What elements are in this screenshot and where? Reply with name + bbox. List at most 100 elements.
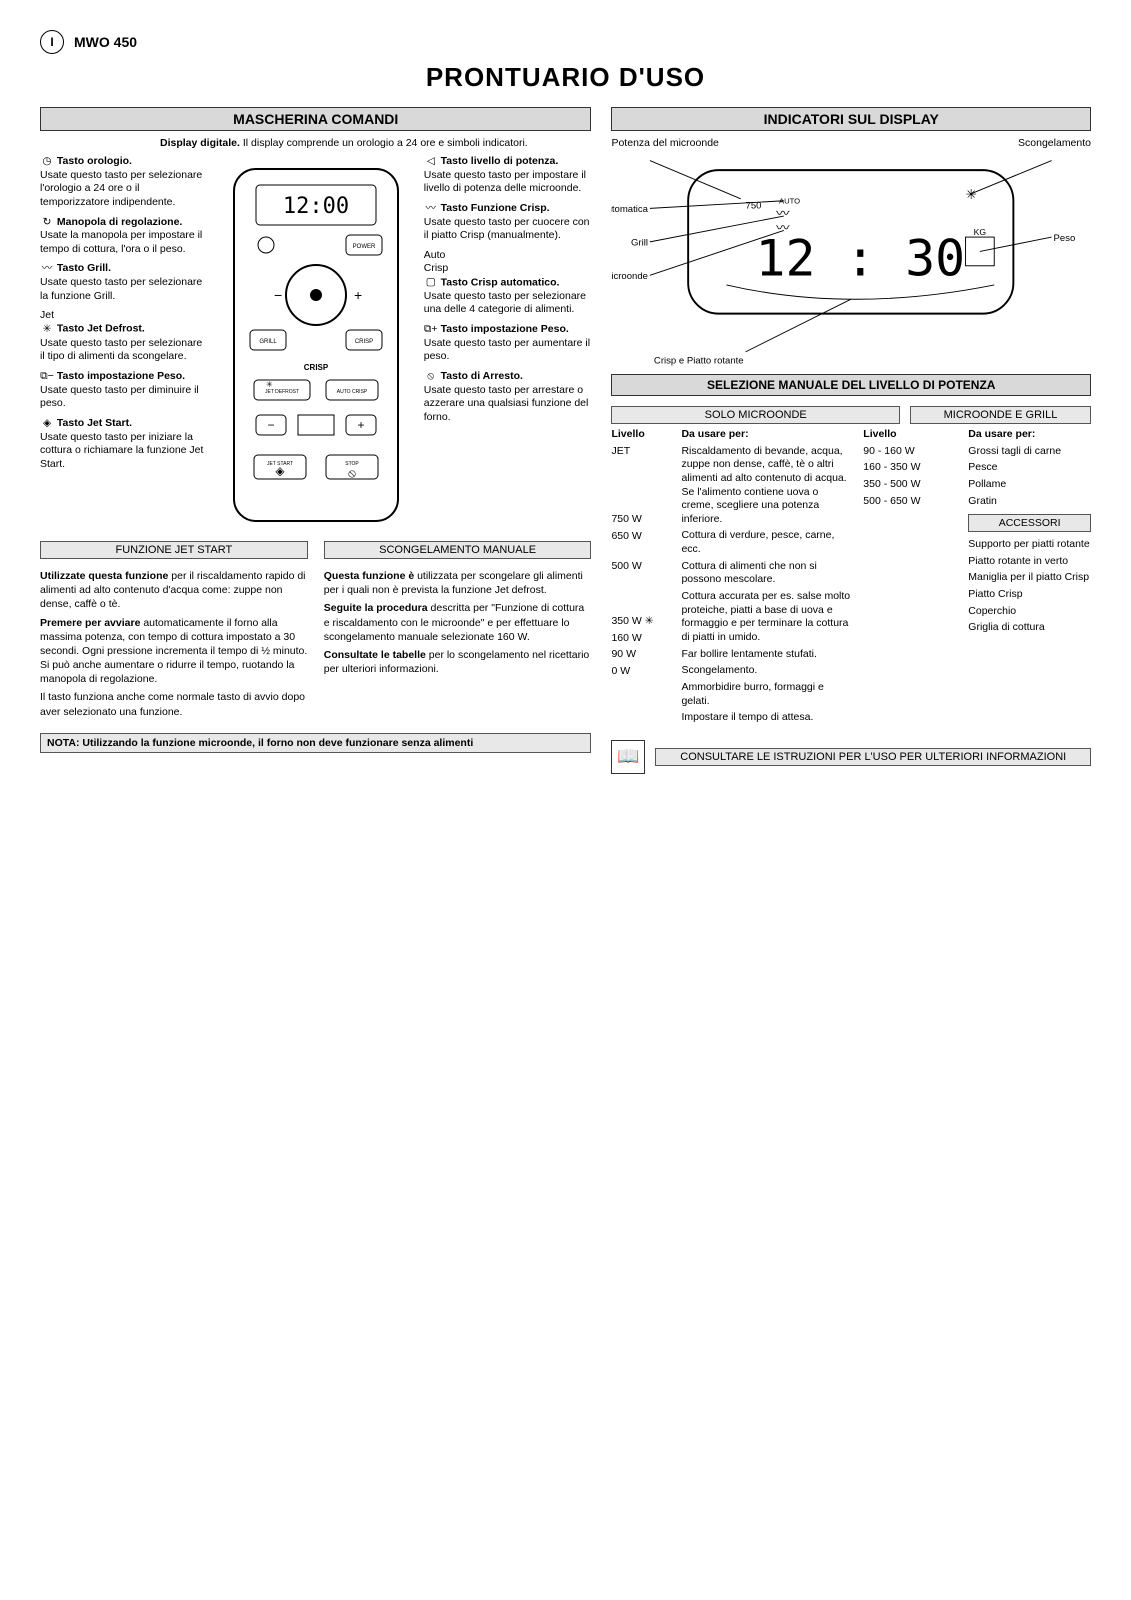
legend-icon: 〰	[40, 262, 54, 276]
power-desc: Far bollire lentamente stufati.	[681, 648, 853, 662]
svg-text:⦸: ⦸	[348, 466, 356, 480]
svg-text:KG: KG	[974, 227, 987, 237]
manual-defrost-bar: SCONGELAMENTO MANUALE	[324, 541, 592, 559]
power-table: Livello JET750 W650 W500 W350 W ✳160 W90…	[611, 428, 1091, 728]
power-level: 350 W ✳	[611, 615, 671, 629]
power-desc-grill: Pollame	[968, 478, 1091, 492]
svg-text:Grill: Grill	[631, 238, 648, 249]
manual-defrost-text: Questa funzione è utilizzata per scongel…	[324, 569, 592, 676]
svg-text:Microonde: Microonde	[611, 271, 648, 282]
power-desc-grill: Grossi tagli di carne	[968, 445, 1091, 459]
power-desc: Scongelamento.	[681, 664, 853, 678]
legend-icon: ◷	[40, 155, 54, 169]
legend-icon: ⦸	[424, 370, 438, 384]
jet-start-bar: FUNZIONE JET START	[40, 541, 308, 559]
power-level-grill: 160 - 350 W	[863, 461, 958, 475]
jet-paragraph: Premere per avviare automaticamente il f…	[40, 616, 308, 687]
power-level-grill: 350 - 500 W	[863, 478, 958, 492]
power-desc: Ammorbidire burro, formaggi e gelati.	[681, 681, 853, 708]
svg-text:Automatica: Automatica	[611, 204, 649, 215]
svg-text:CRISP: CRISP	[304, 363, 329, 372]
label-power: Potenza del microonde	[611, 137, 718, 149]
power-level: 90 W	[611, 648, 671, 662]
accessory-item: Supporto per piatti rotante	[968, 538, 1091, 552]
legend-icon: Auto Crisp ▢	[424, 249, 438, 290]
svg-text:AUTO CRISP: AUTO CRISP	[337, 389, 368, 395]
legend-item: ◁ Tasto livello di potenza.Usate questo …	[424, 155, 592, 196]
legend-item: 〰 Tasto Funzione Crisp.Usate questo tast…	[424, 202, 592, 243]
power-level-grill: 500 - 650 W	[863, 495, 958, 509]
svg-text:−: −	[267, 418, 274, 432]
legend-icon: ↻	[40, 216, 54, 230]
legend-item: Auto Crisp ▢ Tasto Crisp automatico.Usat…	[424, 249, 592, 317]
svg-text:12 : 30: 12 : 30	[756, 229, 966, 287]
svg-text:+: +	[354, 287, 362, 303]
left-column: MASCHERINA COMANDI Display digitale. Il …	[40, 107, 591, 774]
legend-left: ◷ Tasto orologio.Usate questo tasto per …	[40, 155, 208, 535]
defrost-paragraph: Seguite la procedura descritta per "Funz…	[324, 601, 592, 644]
legend-icon: ⧉+	[424, 323, 438, 337]
power-level: 750 W	[611, 513, 671, 527]
note-bar: NOTA: Utilizzando la funzione microonde,…	[40, 733, 591, 753]
power-level: 160 W	[611, 632, 671, 646]
legend-item: ◷ Tasto orologio.Usate questo tasto per …	[40, 155, 208, 210]
defrost-paragraph: Consultate le tabelle per lo scongelamen…	[324, 648, 592, 676]
manual-icon: 📖	[611, 740, 645, 774]
power-level: 0 W	[611, 665, 671, 679]
defrost-paragraph: Questa funzione è utilizzata per scongel…	[324, 569, 592, 597]
power-level: 650 W	[611, 530, 671, 544]
legend-item: ◈ Tasto Jet Start.Usate questo tasto per…	[40, 417, 208, 472]
jet-start-text: Utilizzate questa funzione per il riscal…	[40, 569, 308, 719]
model-number: MWO 450	[74, 34, 137, 50]
page-header: I MWO 450	[40, 30, 1091, 54]
sub-bar-mw-grill: MICROONDE E GRILL	[910, 406, 1091, 424]
svg-text:◈: ◈	[275, 464, 285, 478]
svg-text:✳: ✳	[266, 380, 273, 389]
legend-icon: ◁	[424, 155, 438, 169]
svg-text:Peso: Peso	[1054, 233, 1076, 244]
legend-icon: ⧉−	[40, 370, 54, 384]
power-desc: Impostare il tempo di attesa.	[681, 711, 853, 725]
language-badge: I	[40, 30, 64, 54]
label-defrost: Scongelamento	[1018, 137, 1091, 149]
svg-text:Crisp e Piatto rotante: Crisp e Piatto rotante	[654, 355, 744, 366]
legend-item: ⦸ Tasto di Arresto.Usate questo tasto pe…	[424, 370, 592, 425]
legend-item: Jet ✳ Tasto Jet Defrost.Usate questo tas…	[40, 309, 208, 364]
power-level: JET	[611, 445, 671, 459]
svg-text:✳: ✳	[966, 187, 977, 202]
legend-icon: Jet ✳	[40, 309, 54, 336]
jet-paragraph: Utilizzate questa funzione per il riscal…	[40, 569, 308, 612]
svg-text:CRISP: CRISP	[355, 339, 373, 345]
svg-text:POWER: POWER	[352, 244, 375, 250]
footer-note: CONSULTARE LE ISTRUZIONI PER L'USO PER U…	[655, 748, 1091, 766]
accessory-item: Maniglia per il piatto Crisp	[968, 571, 1091, 585]
section-display-title: INDICATORI SUL DISPLAY	[611, 107, 1091, 131]
accessory-item: Piatto rotante in verto	[968, 555, 1091, 569]
legend-icon: ◈	[40, 417, 54, 431]
power-desc: Cottura di verdure, pesce, carne, ecc.	[681, 529, 853, 556]
accessories-head: ACCESSORI	[968, 514, 1091, 532]
svg-text:〰: 〰	[777, 206, 791, 221]
power-desc: Cottura accurata per es. salse molto pro…	[681, 590, 853, 645]
page-title: PRONTUARIO D'USO	[40, 62, 1091, 93]
svg-text:−: −	[274, 287, 282, 303]
display-intro: Display digitale. Il display comprende u…	[160, 137, 591, 149]
svg-text:+: +	[357, 418, 364, 432]
legend-item: ⧉− Tasto impostazione Peso.Usate questo …	[40, 370, 208, 411]
legend-item: ↻ Manopola di regolazione.Usate la manop…	[40, 216, 208, 257]
jet-paragraph: Il tasto funziona anche come normale tas…	[40, 690, 308, 718]
section-power-title: SELEZIONE MANUALE DEL LIVELLO DI POTENZA	[611, 374, 1091, 396]
power-level: 500 W	[611, 560, 671, 574]
accessory-item: Coperchio	[968, 605, 1091, 619]
legend-right: ◁ Tasto livello di potenza.Usate questo …	[424, 155, 592, 535]
power-level-grill: 90 - 160 W	[863, 445, 958, 459]
svg-text:JET DEFROST: JET DEFROST	[265, 389, 299, 395]
control-panel-diagram: 12:00 POWER − + CRISP GRILL	[216, 155, 416, 535]
power-desc-grill: Gratin	[968, 495, 1091, 509]
sub-bar-mw-only: SOLO MICROONDE	[611, 406, 899, 424]
section-controls-title: MASCHERINA COMANDI	[40, 107, 591, 131]
right-column: INDICATORI SUL DISPLAY Potenza del micro…	[611, 107, 1091, 774]
power-desc: Riscaldamento di bevande, acqua, zuppe n…	[681, 445, 853, 527]
display-diagram: 750 AUTO 〰 〰 ✳ 12 : 30 KG Automatica Gri…	[611, 151, 1091, 371]
legend-icon: 〰	[424, 202, 438, 216]
